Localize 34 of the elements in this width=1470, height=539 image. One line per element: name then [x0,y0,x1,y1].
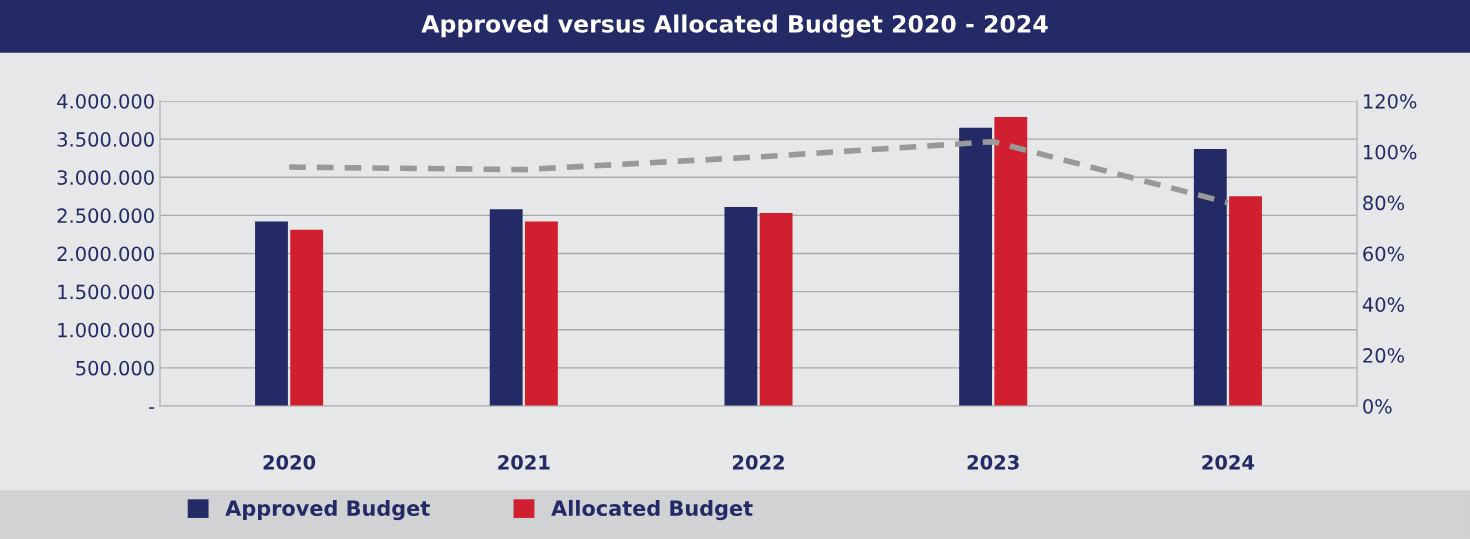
y-tick-label: 3.500.000 [57,132,154,147]
y2-tick-label: 80% [1363,195,1405,211]
bar [759,213,793,406]
y-tick-label: 2.000.000 [57,246,154,262]
bar [959,127,993,406]
x-tick-label: 2020 [263,454,316,470]
y-tick-label: 4.000.000 [57,93,154,109]
bar [1193,149,1227,406]
bar [255,221,288,406]
bar [1229,196,1262,406]
y-tick-label: 1.500.000 [58,284,154,300]
x-tick-label: 2024 [1202,454,1255,470]
bar [524,221,558,406]
y2-tick-label: 100% [1364,144,1417,160]
x-tick-label: 2021 [498,454,550,470]
y-tick-label: 1.000.000 [58,322,154,338]
x-tick-label: 2023 [967,454,1019,470]
bar [994,117,1028,406]
y2-tick-label: 20% [1363,348,1405,363]
bar [290,229,324,406]
y-tick-label: 500.000 [76,360,154,376]
y2-tick-label: 0% [1363,398,1392,414]
y-tick-label: 2.500.000 [57,208,154,224]
legend-label: Approved Budget [225,499,430,521]
bar [724,206,758,406]
y2-tick-label: 60% [1363,246,1405,262]
y-tick-label: 3.000.000 [57,170,154,185]
y2-tick-label: 40% [1362,297,1405,312]
chart-title: Approved versus Allocated Budget 2020 - 2024 [421,14,1048,38]
bar [489,209,523,406]
x-tick-label: 2022 [732,454,784,470]
legend-label: Allocated Budget [551,499,753,521]
y-tick-label: - [149,407,155,409]
y2-tick-label: 120% [1364,93,1417,109]
